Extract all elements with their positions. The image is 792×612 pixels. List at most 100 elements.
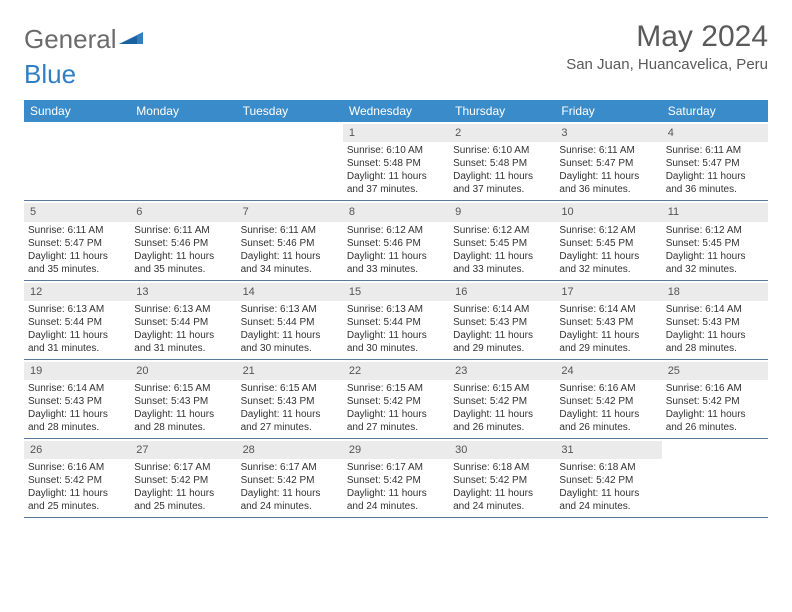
daylight-line: Daylight: 11 hours and 25 minutes.	[28, 487, 126, 513]
day-number: 17	[555, 283, 661, 301]
day-cell: 1Sunrise: 6:10 AMSunset: 5:48 PMDaylight…	[343, 122, 449, 200]
weekday-header: Sunday Monday Tuesday Wednesday Thursday…	[24, 100, 768, 122]
day-number: 23	[449, 362, 555, 380]
sunset-line: Sunset: 5:45 PM	[453, 237, 551, 250]
sunset-line: Sunset: 5:42 PM	[453, 474, 551, 487]
day-number: 21	[237, 362, 343, 380]
daylight-line: Daylight: 11 hours and 24 minutes.	[559, 487, 657, 513]
day-cell: 16Sunrise: 6:14 AMSunset: 5:43 PMDayligh…	[449, 281, 555, 359]
sunrise-line: Sunrise: 6:16 AM	[666, 382, 764, 395]
day-cell: 10Sunrise: 6:12 AMSunset: 5:45 PMDayligh…	[555, 201, 661, 279]
sunrise-line: Sunrise: 6:16 AM	[559, 382, 657, 395]
day-number: 27	[130, 441, 236, 459]
header-thursday: Thursday	[449, 100, 555, 122]
day-number: 25	[662, 362, 768, 380]
daylight-line: Daylight: 11 hours and 35 minutes.	[28, 250, 126, 276]
day-number: 26	[24, 441, 130, 459]
sunrise-line: Sunrise: 6:12 AM	[666, 224, 764, 237]
day-number: 1	[343, 124, 449, 142]
daylight-line: Daylight: 11 hours and 34 minutes.	[241, 250, 339, 276]
week-row: 19Sunrise: 6:14 AMSunset: 5:43 PMDayligh…	[24, 360, 768, 439]
daylight-line: Daylight: 11 hours and 33 minutes.	[347, 250, 445, 276]
sunset-line: Sunset: 5:42 PM	[666, 395, 764, 408]
sunset-line: Sunset: 5:42 PM	[28, 474, 126, 487]
sunset-line: Sunset: 5:45 PM	[559, 237, 657, 250]
daylight-line: Daylight: 11 hours and 36 minutes.	[559, 170, 657, 196]
day-cell: 29Sunrise: 6:17 AMSunset: 5:42 PMDayligh…	[343, 439, 449, 517]
day-number: 15	[343, 283, 449, 301]
daylight-line: Daylight: 11 hours and 25 minutes.	[134, 487, 232, 513]
day-number: 24	[555, 362, 661, 380]
sunset-line: Sunset: 5:45 PM	[666, 237, 764, 250]
sunrise-line: Sunrise: 6:13 AM	[241, 303, 339, 316]
day-number: 2	[449, 124, 555, 142]
sunrise-line: Sunrise: 6:15 AM	[134, 382, 232, 395]
sunrise-line: Sunrise: 6:11 AM	[28, 224, 126, 237]
week-row: 12Sunrise: 6:13 AMSunset: 5:44 PMDayligh…	[24, 281, 768, 360]
sunset-line: Sunset: 5:43 PM	[241, 395, 339, 408]
daylight-line: Daylight: 11 hours and 26 minutes.	[666, 408, 764, 434]
daylight-line: Daylight: 11 hours and 31 minutes.	[28, 329, 126, 355]
day-cell: 19Sunrise: 6:14 AMSunset: 5:43 PMDayligh…	[24, 360, 130, 438]
day-cell: 5Sunrise: 6:11 AMSunset: 5:47 PMDaylight…	[24, 201, 130, 279]
header-wednesday: Wednesday	[343, 100, 449, 122]
day-number: 11	[662, 203, 768, 221]
location: San Juan, Huancavelica, Peru	[566, 56, 768, 73]
day-cell: 8 Sunrise: 6:12 AMSunset: 5:46 PMDaylight…	[343, 201, 449, 279]
header-sunday: Sunday	[24, 100, 130, 122]
sunrise-line: Sunrise: 6:17 AM	[241, 461, 339, 474]
sunset-line: Sunset: 5:43 PM	[666, 316, 764, 329]
daylight-line: Daylight: 11 hours and 37 minutes.	[347, 170, 445, 196]
sunset-line: Sunset: 5:44 PM	[28, 316, 126, 329]
day-number: 6	[130, 203, 236, 221]
logo: General	[24, 20, 143, 59]
day-number: 14	[237, 283, 343, 301]
day-cell: 23Sunrise: 6:15 AMSunset: 5:42 PMDayligh…	[449, 360, 555, 438]
sunrise-line: Sunrise: 6:18 AM	[559, 461, 657, 474]
week-row: 5Sunrise: 6:11 AMSunset: 5:47 PMDaylight…	[24, 201, 768, 280]
title-block: May 2024 San Juan, Huancavelica, Peru	[566, 20, 768, 79]
day-cell: 20Sunrise: 6:15 AMSunset: 5:43 PMDayligh…	[130, 360, 236, 438]
daylight-line: Daylight: 11 hours and 29 minutes.	[453, 329, 551, 355]
day-cell: 2Sunrise: 6:10 AMSunset: 5:48 PMDaylight…	[449, 122, 555, 200]
day-cell	[130, 122, 236, 200]
sunset-line: Sunset: 5:42 PM	[347, 474, 445, 487]
sunrise-line: Sunrise: 6:15 AM	[453, 382, 551, 395]
sunrise-line: Sunrise: 6:11 AM	[666, 144, 764, 157]
daylight-line: Daylight: 11 hours and 26 minutes.	[453, 408, 551, 434]
day-cell: 21Sunrise: 6:15 AMSunset: 5:43 PMDayligh…	[237, 360, 343, 438]
day-number: 19	[24, 362, 130, 380]
week-row: 26Sunrise: 6:16 AMSunset: 5:42 PMDayligh…	[24, 439, 768, 518]
logo-icon	[119, 20, 143, 51]
daylight-line: Daylight: 11 hours and 27 minutes.	[347, 408, 445, 434]
day-cell: 25 Sunrise: 6:16 AMSunset: 5:42 PMDayligh…	[662, 360, 768, 438]
day-cell: 7Sunrise: 6:11 AMSunset: 5:46 PMDaylight…	[237, 201, 343, 279]
day-number: 29	[343, 441, 449, 459]
sunset-line: Sunset: 5:42 PM	[559, 395, 657, 408]
day-number: 8	[343, 203, 449, 221]
day-number: 13	[130, 283, 236, 301]
sunrise-line: Sunrise: 6:12 AM	[347, 224, 445, 237]
sunrise-line: Sunrise: 6:11 AM	[134, 224, 232, 237]
day-cell	[237, 122, 343, 200]
day-cell: 18Sunrise: 6:14 AMSunset: 5:43 PMDayligh…	[662, 281, 768, 359]
day-number: 4	[662, 124, 768, 142]
day-number: 30	[449, 441, 555, 459]
sunrise-line: Sunrise: 6:12 AM	[559, 224, 657, 237]
sunrise-line: Sunrise: 6:15 AM	[241, 382, 339, 395]
day-cell	[662, 439, 768, 517]
daylight-line: Daylight: 11 hours and 30 minutes.	[347, 329, 445, 355]
sunset-line: Sunset: 5:46 PM	[134, 237, 232, 250]
day-cell: 22Sunrise: 6:15 AMSunset: 5:42 PMDayligh…	[343, 360, 449, 438]
day-cell: 17Sunrise: 6:14 AMSunset: 5:43 PMDayligh…	[555, 281, 661, 359]
day-cell: 27Sunrise: 6:17 AMSunset: 5:42 PMDayligh…	[130, 439, 236, 517]
sunset-line: Sunset: 5:43 PM	[453, 316, 551, 329]
daylight-line: Daylight: 11 hours and 30 minutes.	[241, 329, 339, 355]
sunset-line: Sunset: 5:44 PM	[241, 316, 339, 329]
day-number: 10	[555, 203, 661, 221]
sunset-line: Sunset: 5:46 PM	[347, 237, 445, 250]
day-number: 18	[662, 283, 768, 301]
sunrise-line: Sunrise: 6:18 AM	[453, 461, 551, 474]
daylight-line: Daylight: 11 hours and 33 minutes.	[453, 250, 551, 276]
day-number: 7	[237, 203, 343, 221]
